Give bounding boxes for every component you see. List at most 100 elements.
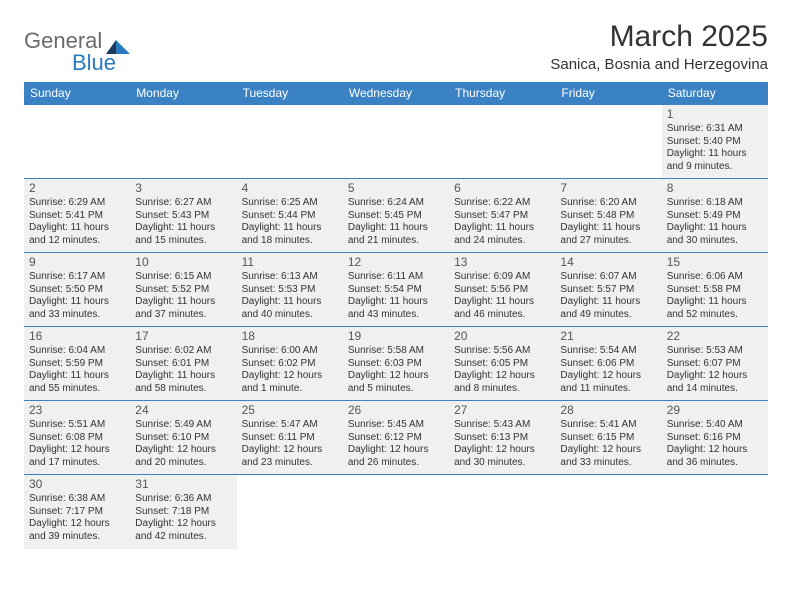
day-number: 12 [348,255,444,270]
cell-line: Sunset: 6:15 PM [560,432,656,445]
day-number: 19 [348,329,444,344]
cell-line: and 33 minutes. [29,309,125,322]
day-number: 18 [242,329,338,344]
cell-line: Sunrise: 6:20 AM [560,197,656,210]
cell-line: Sunrise: 6:11 AM [348,271,444,284]
calendar-cell: 12Sunrise: 6:11 AMSunset: 5:54 PMDayligh… [343,253,449,327]
cell-line: and 49 minutes. [560,309,656,322]
calendar-cell: 5Sunrise: 6:24 AMSunset: 5:45 PMDaylight… [343,179,449,253]
day-number: 24 [135,403,231,418]
calendar-cell [130,105,236,179]
cell-line: Daylight: 11 hours [454,296,550,309]
cell-line: Daylight: 12 hours [348,370,444,383]
cell-line: Sunset: 6:02 PM [242,358,338,371]
cell-line: Sunrise: 5:51 AM [29,419,125,432]
cell-line: and 11 minutes. [560,383,656,396]
cell-line: Sunrise: 6:25 AM [242,197,338,210]
cell-line: Sunrise: 6:02 AM [135,345,231,358]
cell-line: Sunset: 5:44 PM [242,210,338,223]
cell-line: Sunrise: 6:36 AM [135,493,231,506]
calendar-cell: 23Sunrise: 5:51 AMSunset: 6:08 PMDayligh… [24,401,130,475]
cell-line: Sunrise: 5:43 AM [454,419,550,432]
day-number: 28 [560,403,656,418]
cell-line: Daylight: 11 hours [29,222,125,235]
cell-line: Daylight: 11 hours [242,222,338,235]
cell-line: Sunset: 5:56 PM [454,284,550,297]
cell-line: Sunset: 6:10 PM [135,432,231,445]
day-number: 23 [29,403,125,418]
day-number: 14 [560,255,656,270]
calendar-body: 1Sunrise: 6:31 AMSunset: 5:40 PMDaylight… [24,105,768,549]
cell-line: Sunrise: 6:31 AM [667,123,763,136]
cell-line: Daylight: 11 hours [29,370,125,383]
calendar-cell [343,105,449,179]
day-number: 4 [242,181,338,196]
logo: General Blue [24,28,132,76]
day-number: 6 [454,181,550,196]
calendar-cell: 4Sunrise: 6:25 AMSunset: 5:44 PMDaylight… [237,179,343,253]
day-number: 10 [135,255,231,270]
calendar-row: 23Sunrise: 5:51 AMSunset: 6:08 PMDayligh… [24,401,768,475]
cell-line: Sunset: 6:03 PM [348,358,444,371]
cell-line: and 40 minutes. [242,309,338,322]
logo-text-blue: Blue [72,50,116,75]
calendar-cell: 29Sunrise: 5:40 AMSunset: 6:16 PMDayligh… [662,401,768,475]
calendar-cell: 19Sunrise: 5:58 AMSunset: 6:03 PMDayligh… [343,327,449,401]
calendar-cell: 9Sunrise: 6:17 AMSunset: 5:50 PMDaylight… [24,253,130,327]
day-number: 21 [560,329,656,344]
day-number: 13 [454,255,550,270]
calendar-cell: 21Sunrise: 5:54 AMSunset: 6:06 PMDayligh… [555,327,661,401]
calendar-cell [343,475,449,549]
header: General Blue March 2025 Sanica, Bosnia a… [24,20,768,76]
calendar-cell: 31Sunrise: 6:36 AMSunset: 7:18 PMDayligh… [130,475,236,549]
cell-line: Sunset: 6:12 PM [348,432,444,445]
calendar-cell: 2Sunrise: 6:29 AMSunset: 5:41 PMDaylight… [24,179,130,253]
cell-line: Sunset: 5:57 PM [560,284,656,297]
cell-line: Daylight: 11 hours [667,296,763,309]
cell-line: and 33 minutes. [560,457,656,470]
cell-line: Sunrise: 6:06 AM [667,271,763,284]
cell-line: and 14 minutes. [667,383,763,396]
cell-line: Sunset: 5:50 PM [29,284,125,297]
calendar-cell: 7Sunrise: 6:20 AMSunset: 5:48 PMDaylight… [555,179,661,253]
cell-line: and 30 minutes. [454,457,550,470]
location: Sanica, Bosnia and Herzegovina [550,56,768,73]
cell-line: Sunset: 6:05 PM [454,358,550,371]
cell-line: and 15 minutes. [135,235,231,248]
weekday-header-row: Sunday Monday Tuesday Wednesday Thursday… [24,82,768,105]
cell-line: and 1 minute. [242,383,338,396]
weekday-header: Monday [130,82,236,105]
cell-line: Daylight: 12 hours [242,370,338,383]
cell-line: Sunset: 5:59 PM [29,358,125,371]
day-number: 2 [29,181,125,196]
cell-line: Daylight: 12 hours [29,518,125,531]
cell-line: Daylight: 11 hours [454,222,550,235]
cell-line: Daylight: 11 hours [242,296,338,309]
cell-line: Sunrise: 6:09 AM [454,271,550,284]
cell-line: Sunset: 6:13 PM [454,432,550,445]
cell-line: and 58 minutes. [135,383,231,396]
cell-line: Daylight: 12 hours [560,370,656,383]
cell-line: Sunset: 6:16 PM [667,432,763,445]
calendar-row: 16Sunrise: 6:04 AMSunset: 5:59 PMDayligh… [24,327,768,401]
cell-line: Daylight: 12 hours [29,444,125,457]
calendar-cell: 25Sunrise: 5:47 AMSunset: 6:11 PMDayligh… [237,401,343,475]
page: General Blue March 2025 Sanica, Bosnia a… [0,0,792,569]
calendar-cell: 14Sunrise: 6:07 AMSunset: 5:57 PMDayligh… [555,253,661,327]
cell-line: Sunrise: 5:49 AM [135,419,231,432]
cell-line: and 37 minutes. [135,309,231,322]
cell-line: and 20 minutes. [135,457,231,470]
cell-line: Sunrise: 6:29 AM [29,197,125,210]
cell-line: Daylight: 11 hours [560,296,656,309]
cell-line: Sunrise: 5:40 AM [667,419,763,432]
cell-line: Sunrise: 5:54 AM [560,345,656,358]
calendar-cell: 28Sunrise: 5:41 AMSunset: 6:15 PMDayligh… [555,401,661,475]
day-number: 29 [667,403,763,418]
cell-line: Sunset: 6:01 PM [135,358,231,371]
day-number: 26 [348,403,444,418]
cell-line: Sunrise: 6:00 AM [242,345,338,358]
cell-line: and 27 minutes. [560,235,656,248]
calendar-cell: 13Sunrise: 6:09 AMSunset: 5:56 PMDayligh… [449,253,555,327]
calendar-cell: 17Sunrise: 6:02 AMSunset: 6:01 PMDayligh… [130,327,236,401]
cell-line: and 43 minutes. [348,309,444,322]
